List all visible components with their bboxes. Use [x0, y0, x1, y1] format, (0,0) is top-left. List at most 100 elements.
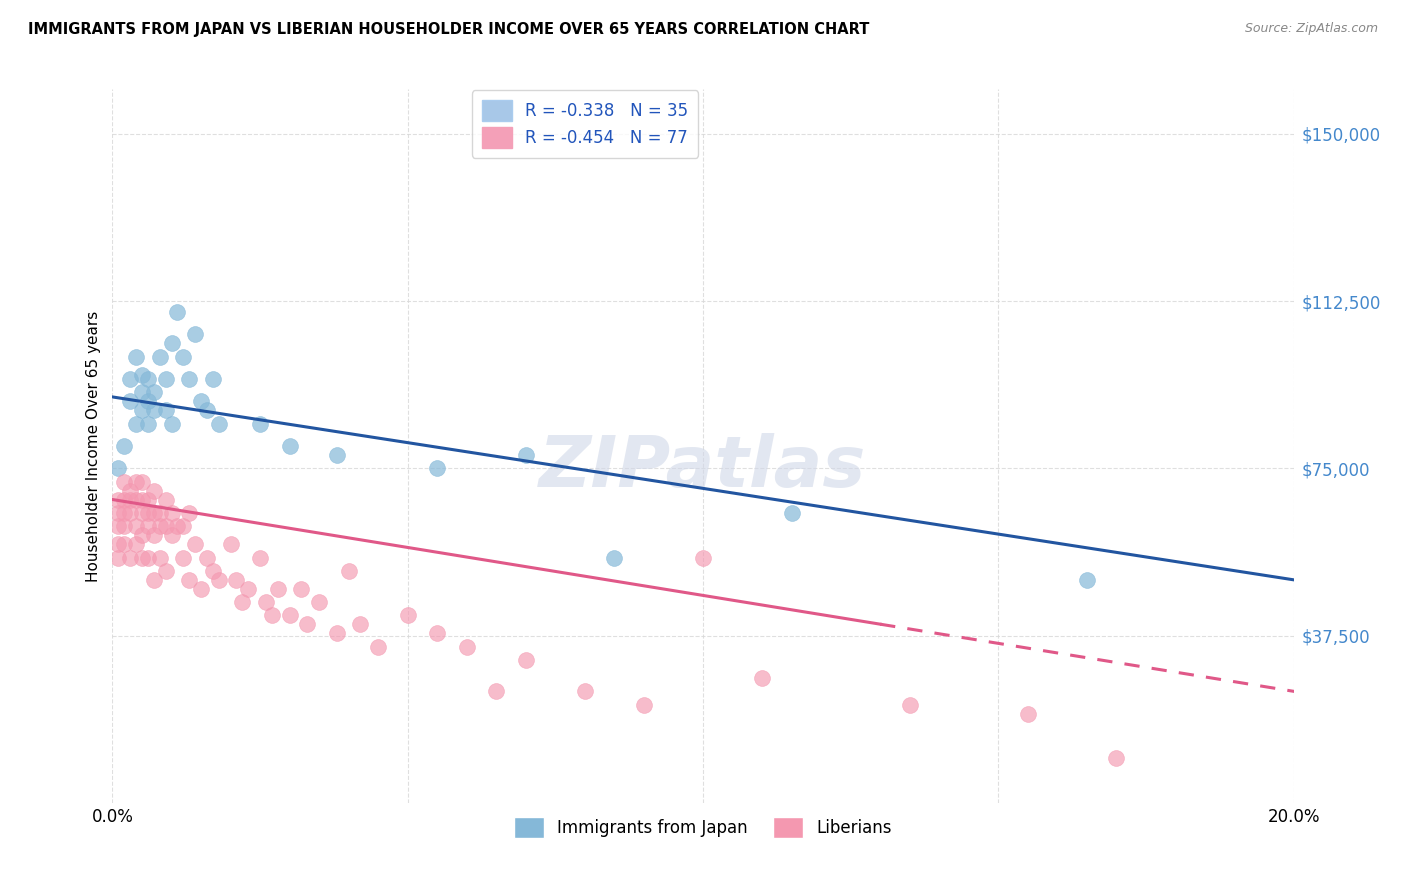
Point: [208, 573, 231, 587]
Point: [136, 417, 159, 431]
Point: [515, 448, 537, 462]
Point: [231, 595, 253, 609]
Point: [190, 394, 212, 409]
Point: [112, 492, 135, 507]
Point: [267, 582, 290, 596]
Point: [131, 492, 153, 507]
Point: [898, 698, 921, 712]
Point: [107, 461, 129, 475]
Point: [125, 537, 148, 551]
Point: [112, 537, 135, 551]
Point: [172, 519, 194, 533]
Point: [190, 582, 212, 596]
Point: [136, 394, 159, 409]
Point: [1105, 751, 1128, 765]
Point: [254, 595, 277, 609]
Point: [179, 506, 201, 520]
Point: [131, 385, 153, 400]
Point: [125, 519, 148, 533]
Point: [125, 350, 148, 364]
Point: [142, 403, 165, 417]
Point: [166, 305, 188, 319]
Point: [142, 483, 165, 498]
Legend: Immigrants from Japan, Liberians: Immigrants from Japan, Liberians: [508, 811, 898, 845]
Point: [149, 550, 172, 565]
Point: [107, 519, 129, 533]
Point: [131, 550, 153, 565]
Point: [120, 506, 142, 520]
Point: [112, 439, 135, 453]
Point: [1076, 573, 1098, 587]
Point: [136, 492, 159, 507]
Point: [751, 671, 773, 685]
Point: [326, 626, 349, 640]
Point: [142, 506, 165, 520]
Text: IMMIGRANTS FROM JAPAN VS LIBERIAN HOUSEHOLDER INCOME OVER 65 YEARS CORRELATION C: IMMIGRANTS FROM JAPAN VS LIBERIAN HOUSEH…: [28, 22, 869, 37]
Point: [633, 698, 655, 712]
Point: [131, 506, 153, 520]
Point: [195, 550, 218, 565]
Point: [136, 550, 159, 565]
Point: [136, 519, 159, 533]
Point: [195, 403, 218, 417]
Point: [780, 506, 803, 520]
Point: [290, 582, 312, 596]
Point: [172, 550, 194, 565]
Y-axis label: Householder Income Over 65 years: Householder Income Over 65 years: [86, 310, 101, 582]
Point: [160, 417, 183, 431]
Point: [184, 537, 207, 551]
Point: [142, 528, 165, 542]
Point: [426, 626, 449, 640]
Point: [396, 608, 419, 623]
Point: [142, 573, 165, 587]
Point: [278, 608, 301, 623]
Point: [155, 564, 177, 578]
Point: [515, 653, 537, 667]
Point: [1017, 706, 1039, 721]
Point: [149, 350, 172, 364]
Point: [142, 385, 165, 400]
Point: [692, 550, 714, 565]
Point: [219, 537, 242, 551]
Point: [172, 350, 194, 364]
Point: [131, 403, 153, 417]
Point: [107, 492, 129, 507]
Point: [225, 573, 247, 587]
Point: [184, 327, 207, 342]
Point: [349, 617, 371, 632]
Point: [155, 492, 177, 507]
Point: [278, 439, 301, 453]
Point: [107, 506, 129, 520]
Point: [201, 564, 224, 578]
Point: [166, 519, 188, 533]
Point: [179, 372, 201, 386]
Point: [160, 506, 183, 520]
Point: [179, 573, 201, 587]
Point: [155, 519, 177, 533]
Point: [107, 537, 129, 551]
Point: [131, 528, 153, 542]
Point: [155, 403, 177, 417]
Point: [149, 506, 172, 520]
Point: [249, 417, 271, 431]
Point: [308, 595, 330, 609]
Point: [120, 483, 142, 498]
Point: [125, 475, 148, 489]
Point: [120, 394, 142, 409]
Point: [125, 417, 148, 431]
Point: [131, 368, 153, 382]
Point: [485, 684, 508, 698]
Point: [149, 519, 172, 533]
Point: [160, 336, 183, 351]
Point: [112, 475, 135, 489]
Point: [260, 608, 283, 623]
Point: [107, 550, 129, 565]
Text: Source: ZipAtlas.com: Source: ZipAtlas.com: [1244, 22, 1378, 36]
Point: [136, 506, 159, 520]
Point: [456, 640, 478, 654]
Point: [120, 550, 142, 565]
Point: [208, 417, 231, 431]
Point: [249, 550, 271, 565]
Point: [125, 492, 148, 507]
Point: [136, 372, 159, 386]
